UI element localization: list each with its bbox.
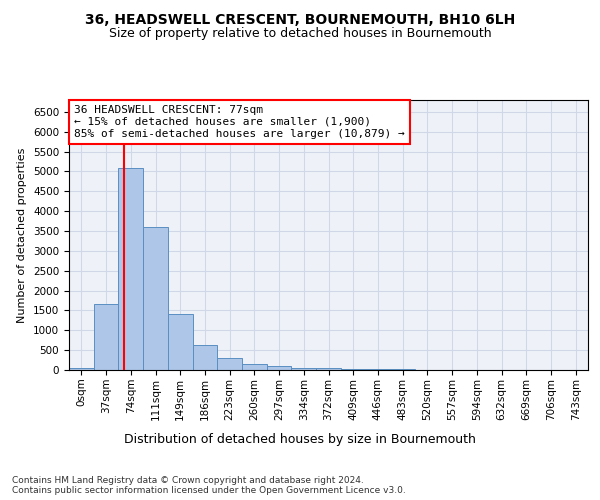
Text: Distribution of detached houses by size in Bournemouth: Distribution of detached houses by size … <box>124 432 476 446</box>
Bar <box>217 358 242 370</box>
Text: 36, HEADSWELL CRESCENT, BOURNEMOUTH, BH10 6LH: 36, HEADSWELL CRESCENT, BOURNEMOUTH, BH1… <box>85 12 515 26</box>
Text: Size of property relative to detached houses in Bournemouth: Size of property relative to detached ho… <box>109 28 491 40</box>
Bar <box>94 304 118 370</box>
Text: Contains HM Land Registry data © Crown copyright and database right 2024.
Contai: Contains HM Land Registry data © Crown c… <box>12 476 406 495</box>
Bar <box>316 368 341 370</box>
Bar <box>341 368 365 370</box>
Bar <box>242 364 267 370</box>
Bar <box>168 314 193 370</box>
Bar <box>365 369 390 370</box>
Bar <box>267 366 292 370</box>
Y-axis label: Number of detached properties: Number of detached properties <box>17 148 28 322</box>
Bar <box>69 368 94 370</box>
Bar <box>292 368 316 370</box>
Bar <box>118 168 143 370</box>
Bar <box>193 346 217 370</box>
Text: 36 HEADSWELL CRESCENT: 77sqm
← 15% of detached houses are smaller (1,900)
85% of: 36 HEADSWELL CRESCENT: 77sqm ← 15% of de… <box>74 106 405 138</box>
Bar <box>143 227 168 370</box>
